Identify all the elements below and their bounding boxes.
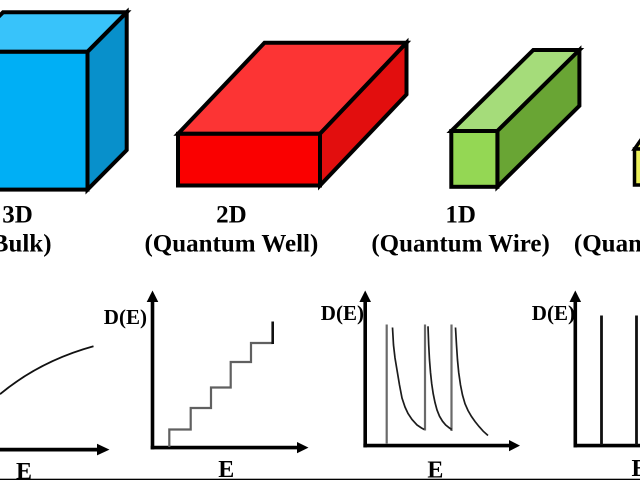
svg-text:1D: 1D (445, 201, 476, 228)
svg-text:(Quantum Wire): (Quantum Wire) (371, 231, 550, 258)
svg-text:E: E (631, 456, 640, 480)
svg-text:3D: 3D (2, 201, 33, 228)
svg-text:(Quantum Dot): (Quantum Dot) (574, 231, 640, 258)
svg-text:D(E): D(E) (321, 301, 364, 325)
svg-text:E: E (218, 457, 234, 480)
svg-text:(Bulk): (Bulk) (0, 231, 52, 258)
svg-text:E: E (16, 459, 32, 480)
svg-text:E: E (427, 458, 443, 480)
svg-text:(Quantum Well): (Quantum Well) (144, 231, 318, 258)
svg-text:2D: 2D (216, 201, 247, 228)
svg-text:D(E): D(E) (104, 305, 147, 329)
svg-text:D(E): D(E) (532, 301, 575, 325)
